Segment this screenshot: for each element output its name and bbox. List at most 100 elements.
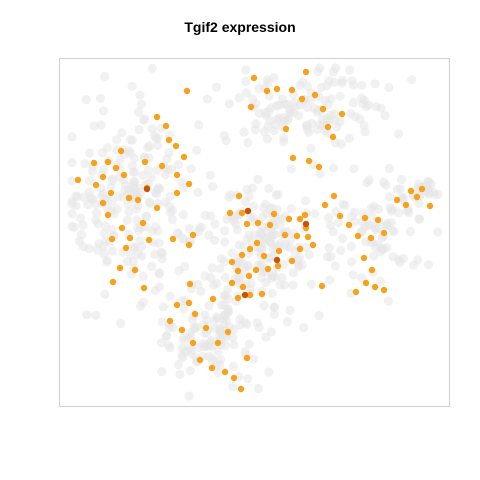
background-cell-point [122,215,132,225]
background-cell-point [379,244,389,254]
background-cell-point [126,250,136,260]
background-cell-point [189,323,199,333]
background-cell-point [326,94,336,104]
background-cell-point [313,67,323,77]
background-cell-point [322,81,332,91]
background-cell-point [193,187,203,197]
background-cell-point [150,285,160,296]
expressing-cell-point [258,290,266,298]
background-cell-point [142,211,152,221]
background-cell-point [212,278,222,288]
expressing-cell-point [169,235,177,243]
background-cell-point [91,199,101,209]
background-cell-point [102,255,112,265]
background-cell-point [127,135,137,145]
background-cell-point [337,75,348,85]
expressing-cells [74,68,434,393]
expressing-cell-point [352,288,360,296]
expressing-cell-point [224,328,232,336]
expressing-cell-point [140,284,148,292]
background-cell-point [211,82,222,92]
background-cell-point [322,128,333,138]
background-cell-point [333,218,343,228]
expressing-cell-point [246,291,254,299]
background-cell-point [124,207,134,217]
background-cell-point [389,227,399,237]
expressing-cell-point [214,339,222,347]
background-cell-point [385,203,395,213]
background-cell-point [163,164,173,175]
expressing-cell-point [253,239,261,247]
expressing-cell-point [99,199,107,207]
background-cell-point [194,120,204,130]
background-cell-point [324,243,334,253]
background-cell-point [405,226,415,237]
background-cell-point [175,369,185,379]
background-cell-point [374,204,384,214]
background-cell-point [136,187,146,197]
background-cell-point [69,222,79,232]
background-cell-point [100,228,110,239]
background-cell-point [196,286,206,296]
background-cell-point [251,119,261,129]
background-cell-point [239,127,249,137]
background-cell-point [100,71,110,82]
background-cell-point [248,213,258,223]
background-cell-point [208,182,218,192]
background-cell-point [147,124,157,134]
expressing-cell-point [393,196,401,204]
background-cell-point [263,121,273,131]
background-cell-point [138,297,148,307]
background-cell-point [220,226,230,236]
background-cell-point [205,170,215,180]
expressing-cell-point [120,171,128,179]
background-cell-point [213,368,223,378]
background-cell-point [241,65,251,75]
expressing-cell-point [360,254,368,262]
expressing-cell-point [289,154,297,162]
expressing-cell-point [247,103,255,111]
expressing-cell-point [234,294,242,302]
background-cell-point [394,129,404,139]
background-cell-point [122,257,132,267]
background-cell-point [211,312,222,322]
background-cell-point [95,93,106,103]
expressing-cell-point [321,201,329,209]
expressing-cell-point [371,283,379,291]
expressing-cell-point [238,251,246,259]
background-cell-point [158,302,168,312]
expressing-cell-point [141,158,149,166]
background-cell-point [154,238,164,248]
expressing-cell-point [180,153,188,161]
expressing-cell-point [250,74,258,82]
expressing-cell-point [238,209,246,217]
background-cell-point [383,296,393,306]
background-cell-point [241,76,251,87]
expressing-cell-point [189,339,197,347]
expressing-cell-point [380,286,388,294]
high-expression-point [244,207,252,215]
background-cell-point [367,211,377,221]
background-cell-point [216,300,226,310]
background-cell-point [241,88,252,98]
background-cell-point [300,196,311,206]
background-cell-point [414,214,424,224]
background-cell-point [243,138,253,148]
background-cell-point [242,319,252,330]
background-cell-point [220,310,230,320]
background-cell-point [220,341,230,351]
background-cell-point [299,323,309,333]
background-cell-point [344,133,354,143]
background-cell-point [103,143,113,153]
expressing-cell-point [234,267,242,275]
background-cell-point [336,139,346,149]
expressing-cell-point [374,216,382,224]
expressing-cell-point [134,196,142,204]
background-cell-point [347,212,357,222]
background-cell-point [117,128,127,138]
background-cell-point [185,366,195,376]
background-cell-point [263,78,273,88]
expressing-cell-point [228,279,236,287]
background-cell-point [285,305,295,316]
